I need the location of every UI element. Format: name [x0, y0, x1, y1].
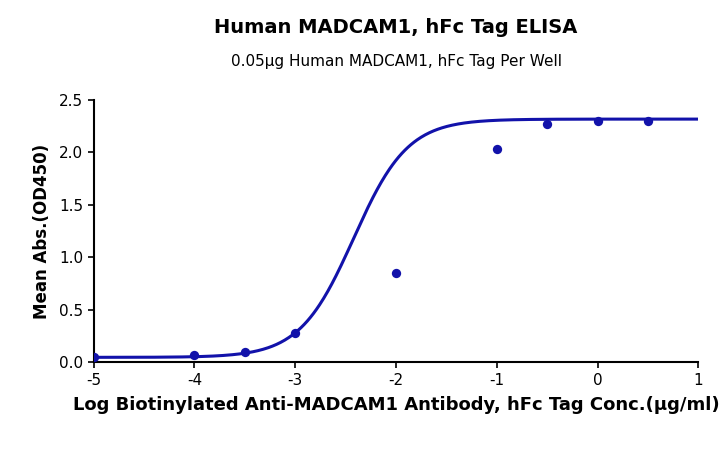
Point	[491, 145, 503, 153]
Point	[88, 353, 99, 360]
Point	[390, 269, 402, 276]
Point	[642, 117, 654, 124]
Point	[189, 352, 200, 359]
Text: 0.05μg Human MADCAM1, hFc Tag Per Well: 0.05μg Human MADCAM1, hFc Tag Per Well	[230, 54, 562, 69]
X-axis label: Log Biotinylated Anti-MADCAM1 Antibody, hFc Tag Conc.(μg/ml): Log Biotinylated Anti-MADCAM1 Antibody, …	[73, 396, 719, 414]
Point	[239, 348, 251, 356]
Point	[592, 117, 603, 124]
Point	[289, 329, 301, 337]
Text: Human MADCAM1, hFc Tag ELISA: Human MADCAM1, hFc Tag ELISA	[215, 18, 577, 37]
Point	[541, 120, 553, 127]
Y-axis label: Mean Abs.(OD450): Mean Abs.(OD450)	[32, 144, 50, 318]
